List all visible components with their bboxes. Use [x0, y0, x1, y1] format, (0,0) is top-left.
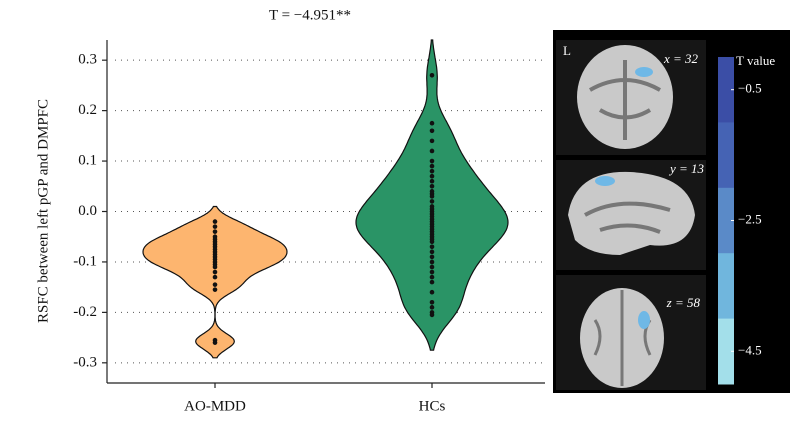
hemisphere-label: L [563, 43, 571, 58]
data-point [213, 340, 218, 345]
x-tick-label: AO-MDD [184, 398, 246, 414]
colorbar-band [718, 253, 734, 319]
data-point [213, 282, 218, 287]
data-point [430, 245, 435, 250]
data-point [430, 139, 435, 144]
data-point [213, 270, 218, 275]
data-point [430, 179, 435, 184]
violin [143, 207, 287, 358]
data-point [430, 73, 435, 78]
data-point [430, 128, 435, 133]
data-point [213, 265, 218, 270]
data-point [213, 229, 218, 234]
colorbar-band [718, 122, 734, 188]
data-point [430, 149, 435, 154]
data-point [213, 224, 218, 229]
y-tick-label: 0.1 [78, 152, 97, 168]
y-tick-label: -0.1 [73, 253, 97, 269]
data-point [430, 169, 435, 174]
slice-label: y = 13 [668, 161, 705, 176]
data-point [430, 290, 435, 295]
activation [635, 67, 653, 77]
data-point [430, 184, 435, 189]
data-point [430, 239, 435, 244]
data-point [430, 194, 435, 199]
data-point [430, 255, 435, 260]
colorbar-tick-label: −2.5 [738, 211, 762, 226]
x-tick-label: HCs [419, 398, 446, 414]
activation [638, 311, 650, 329]
data-point [430, 121, 435, 126]
data-point [430, 265, 435, 270]
y-tick-label: -0.3 [73, 354, 97, 370]
data-point [430, 270, 435, 275]
data-point [430, 260, 435, 265]
colorbar-label: T value [736, 53, 775, 68]
data-point [213, 219, 218, 224]
brain-panel: L x = 32 y = 13 z = 58 T value −0.5 −2.5 −… [553, 30, 790, 393]
data-point [430, 250, 435, 255]
data-point [213, 287, 218, 292]
y-axis-label: RSFC between left pGP and DMPFC [35, 99, 51, 323]
data-point [430, 199, 435, 204]
data-point [430, 164, 435, 169]
colorbar-tick-label: −0.5 [738, 81, 762, 96]
y-tick-label: 0.2 [78, 102, 97, 118]
data-point [430, 275, 435, 280]
colorbar-tick-label: −4.5 [738, 342, 762, 357]
data-point [213, 275, 218, 280]
y-tick-label: -0.2 [73, 304, 97, 320]
data-point [430, 280, 435, 285]
data-point [430, 159, 435, 164]
data-point [430, 313, 435, 318]
data-point [430, 174, 435, 179]
y-tick-label: 0.0 [78, 203, 97, 219]
data-point [430, 305, 435, 310]
data-point [430, 300, 435, 305]
activation [595, 176, 615, 186]
chart: T = −4.951** RSFC between left pGP and D… [0, 0, 792, 429]
slice-label: z = 58 [666, 295, 701, 310]
page: {"chart_data": {"type": "violin", "title… [0, 0, 792, 429]
chart-title: T = −4.951** [269, 7, 351, 23]
slice-label: x = 32 [663, 51, 699, 66]
y-tick-label: 0.3 [78, 52, 97, 68]
